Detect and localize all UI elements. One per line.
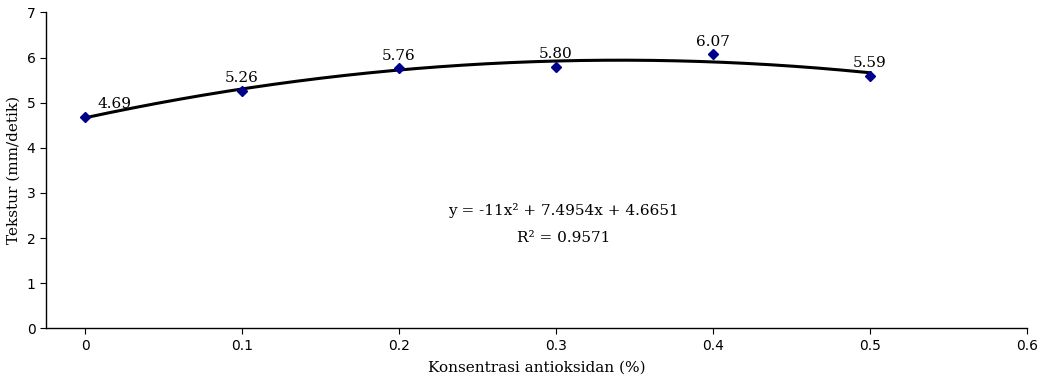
Text: y = -11x² + 7.4954x + 4.6651: y = -11x² + 7.4954x + 4.6651 — [448, 204, 679, 219]
Text: 5.59: 5.59 — [853, 56, 887, 70]
Text: R² = 0.9571: R² = 0.9571 — [517, 231, 610, 245]
Text: 5.26: 5.26 — [225, 71, 259, 85]
Text: 5.80: 5.80 — [539, 47, 573, 61]
Text: 4.69: 4.69 — [97, 97, 132, 111]
Text: 5.76: 5.76 — [382, 49, 416, 63]
Y-axis label: Tekstur (mm/detik): Tekstur (mm/detik) — [7, 96, 21, 244]
Text: 6.07: 6.07 — [696, 34, 730, 49]
X-axis label: Konsentrasi antioksidan (%): Konsentrasi antioksidan (%) — [427, 361, 645, 375]
